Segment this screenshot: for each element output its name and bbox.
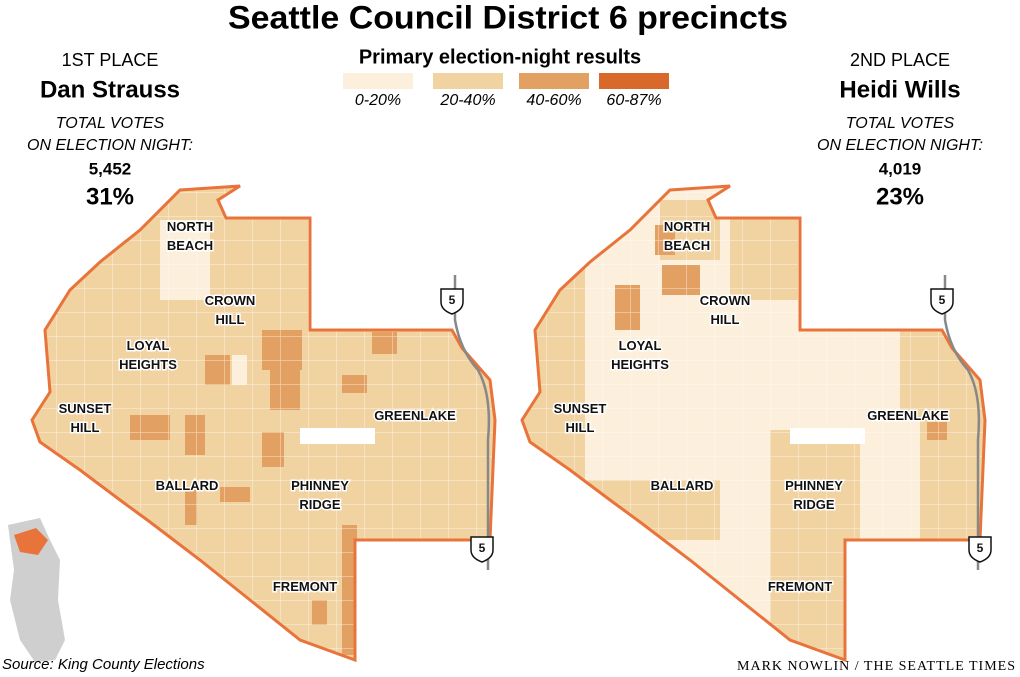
interstate-shield: 5: [968, 536, 992, 563]
legend-swatch: [599, 73, 669, 89]
label-line: SUNSET: [59, 401, 112, 416]
percent: 23%: [876, 183, 924, 210]
legend-swatch: [519, 73, 589, 89]
legend-label: 60-87%: [606, 92, 661, 109]
legend-swatch: [433, 73, 503, 89]
label-line: PHINNEY: [785, 478, 843, 493]
label-line: CROWN: [205, 293, 256, 308]
shield-shape: [470, 536, 494, 563]
neighborhood-label: GREENLAKE: [867, 408, 949, 423]
label-line: SUNSET: [554, 401, 607, 416]
neighborhood-label: BALLARD: [156, 478, 219, 493]
interstate-shield: 5: [440, 288, 464, 315]
votes-label: ON ELECTION NIGHT:: [27, 137, 193, 154]
title: Seattle Council District 6 precincts: [228, 0, 788, 35]
shield-label: 5: [977, 541, 984, 555]
label-line: BALLARD: [156, 478, 219, 493]
votes: 5,452: [89, 159, 132, 178]
shield-shape: [930, 288, 954, 315]
label-line: BEACH: [664, 238, 710, 253]
label-line: HILL: [216, 312, 245, 327]
label-line: BEACH: [167, 238, 213, 253]
locator-map: [8, 518, 65, 662]
votes: 4,019: [879, 159, 922, 178]
label-line: BALLARD: [651, 478, 714, 493]
label-line: LOYAL: [619, 338, 662, 353]
neighborhood-label: SUNSET HILL: [554, 401, 607, 435]
label-line: PHINNEY: [291, 478, 349, 493]
legend: Primary election-night results 0-20% 20-4…: [343, 46, 669, 109]
legend-label: 40-60%: [526, 92, 581, 109]
neighborhood-label: LOYAL HEIGHTS: [119, 338, 177, 372]
label-line: RIDGE: [793, 497, 835, 512]
votes-label: TOTAL VOTES: [56, 115, 165, 132]
neighborhood-label: PHINNEY RIDGE: [785, 478, 843, 512]
interstate-shield: 5: [470, 536, 494, 563]
label-line: NORTH: [167, 219, 213, 234]
legend-title: Primary election-night results: [359, 46, 641, 68]
neighborhood-label: CROWN HILL: [205, 293, 256, 327]
shield-label: 5: [449, 293, 456, 307]
label-line: RIDGE: [299, 497, 341, 512]
credit: MARK NOWLIN / THE SEATTLE TIMES: [737, 659, 1016, 674]
label-line: FREMONT: [273, 579, 337, 594]
label-line: LOYAL: [127, 338, 170, 353]
neighborhood-label: GREENLAKE: [374, 408, 456, 423]
label-line: HILL: [711, 312, 740, 327]
legend-label: 0-20%: [355, 92, 401, 109]
neighborhood-label: SUNSET HILL: [59, 401, 112, 435]
candidate-panel: 1ST PLACE Dan Strauss TOTAL VOTES ON ELECTI…: [27, 50, 193, 211]
interstate-line: [943, 275, 981, 570]
neighborhood-label: LOYAL HEIGHTS: [611, 338, 669, 372]
neighborhood-label: PHINNEY RIDGE: [291, 478, 349, 512]
label-line: GREENLAKE: [867, 408, 949, 423]
neighborhood-label: CROWN HILL: [700, 293, 751, 327]
shield-shape: [968, 536, 992, 563]
neighborhood-label: BALLARD: [651, 478, 714, 493]
interstate-shield: 5: [930, 288, 954, 315]
interstate-line: [453, 275, 491, 570]
place: 1ST PLACE: [62, 50, 159, 70]
shield-label: 5: [479, 541, 486, 555]
percent: 31%: [86, 183, 134, 210]
label-line: HEIGHTS: [119, 357, 177, 372]
label-line: FREMONT: [768, 579, 832, 594]
label-line: HILL: [566, 420, 595, 435]
label-line: CROWN: [700, 293, 751, 308]
candidate-name: Dan Strauss: [40, 76, 180, 103]
neighborhood-label: FREMONT: [768, 579, 832, 594]
label-line: HILL: [71, 420, 100, 435]
neighborhood-label: NORTH BEACH: [167, 219, 213, 253]
legend-label: 20-40%: [439, 92, 495, 109]
candidate-name: Heidi Wills: [839, 76, 960, 103]
shield-shape: [440, 288, 464, 315]
source: Source: King County Elections: [2, 656, 205, 673]
neighborhood-label: FREMONT: [273, 579, 337, 594]
label-line: GREENLAKE: [374, 408, 456, 423]
label-line: NORTH: [664, 219, 710, 234]
legend-swatch: [343, 73, 413, 89]
shield-label: 5: [939, 293, 946, 307]
candidate-panel: 2ND PLACE Heidi Wills TOTAL VOTES ON ELECTI…: [817, 50, 983, 211]
place: 2ND PLACE: [850, 50, 950, 70]
votes-label: ON ELECTION NIGHT:: [817, 137, 983, 154]
neighborhood-label: NORTH BEACH: [664, 219, 710, 253]
votes-label: TOTAL VOTES: [846, 115, 955, 132]
label-line: HEIGHTS: [611, 357, 669, 372]
